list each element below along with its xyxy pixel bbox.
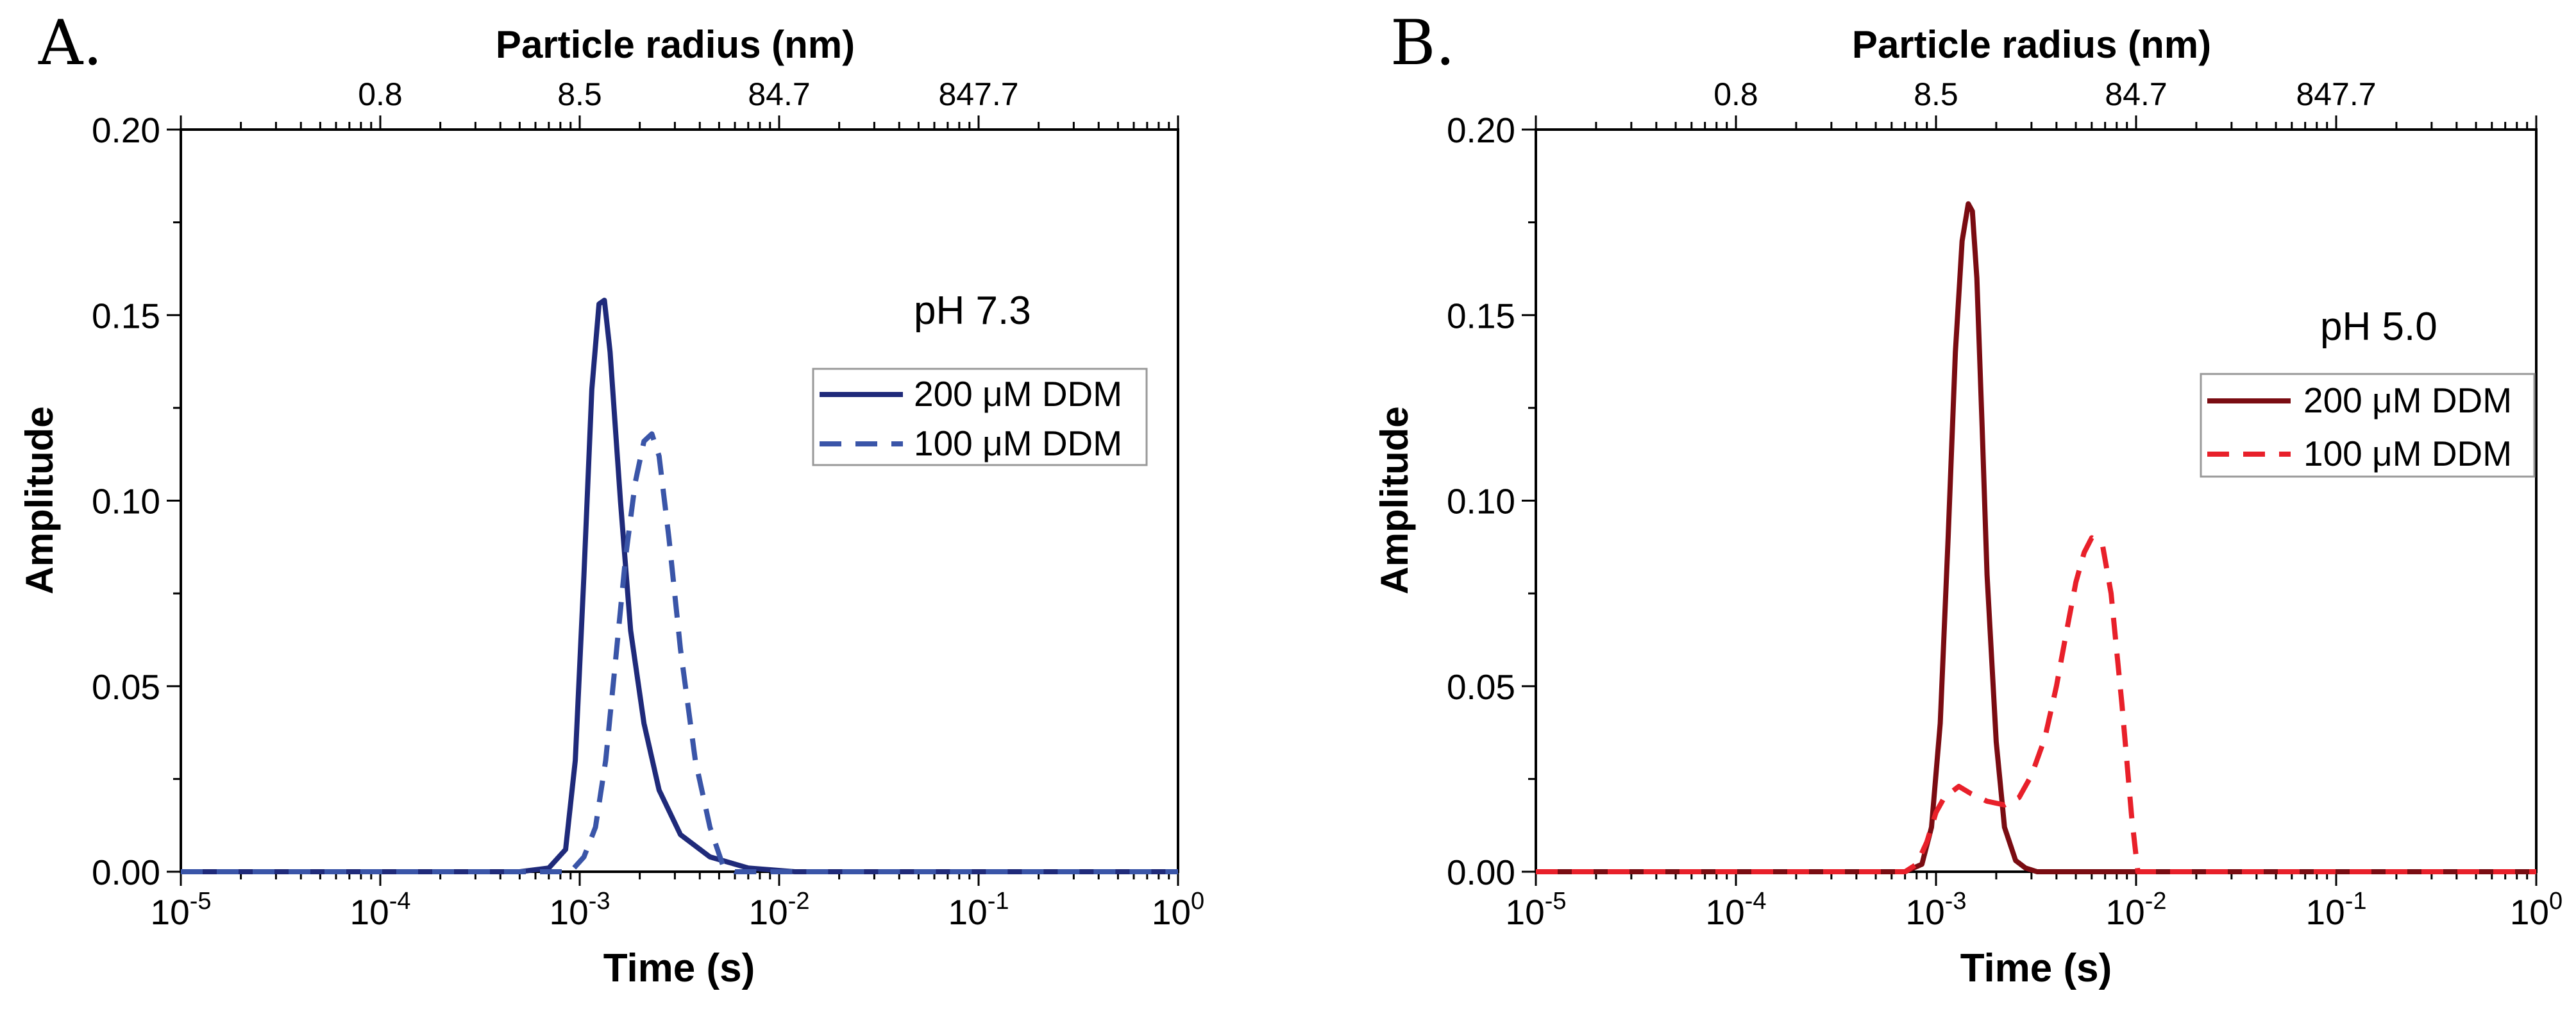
legend-box — [2200, 373, 2536, 478]
series-group — [181, 298, 1178, 874]
top-tick-label: 8.5 — [1914, 76, 1958, 112]
top-tick-label: 847.7 — [2296, 76, 2376, 112]
legend-label-200: 200 μM DDM — [914, 374, 1122, 414]
series-line-100uM — [1536, 535, 2536, 874]
top-tick-label: 84.7 — [2105, 76, 2167, 112]
legend-label-100: 100 μM DDM — [2303, 434, 2512, 473]
top-tick-label: 847.7 — [938, 76, 1018, 112]
x-tick-label: 10-2 — [2106, 888, 2167, 932]
x-tick-label: 10-3 — [1906, 888, 1967, 932]
series-line-100uM — [181, 431, 1178, 874]
y-tick-label: 0.15 — [92, 296, 160, 335]
x-tick-label: 10-5 — [1506, 888, 1567, 932]
panel-a: A. Particle radius (nm) 0.8 8.5 84.7 847.7 … — [18, 7, 1204, 990]
y-tick-label: 0.20 — [1447, 110, 1515, 150]
y-tick-label: 0.15 — [1447, 296, 1515, 335]
x-tick-label: 10-4 — [350, 888, 411, 932]
x-tick-labels: 10-5 10-4 10-3 10-2 10-1 100 — [151, 888, 1205, 932]
axis-ticks — [1522, 115, 2538, 886]
plot-frame — [180, 128, 1179, 873]
y-tick-label: 0.10 — [92, 482, 160, 521]
top-axis-label: Particle radius (nm) — [1852, 23, 2211, 66]
x-tick-labels: 10-5 10-4 10-3 10-2 10-1 100 — [1506, 888, 2563, 932]
legend-label-100: 100 μM DDM — [914, 423, 1122, 463]
series-line-200uM — [1536, 201, 2536, 874]
x-axis-label: Time (s) — [1960, 946, 2112, 990]
top-tick-label: 84.7 — [748, 76, 810, 112]
x-tick-label: 10-4 — [1706, 888, 1767, 932]
y-axis-label: Amplitude — [18, 406, 61, 594]
series-group — [1536, 201, 2536, 874]
panel-b: B. Particle radius (nm) 0.8 8.5 84.7 847.7 … — [1373, 7, 2563, 990]
series-line-200uM — [181, 298, 1178, 874]
x-tick-label: 10-5 — [151, 888, 212, 932]
panel-label: B. — [1390, 7, 1455, 79]
top-axis-label: Particle radius (nm) — [496, 23, 855, 66]
y-tick-label: 0.10 — [1447, 482, 1515, 521]
x-axis-label: Time (s) — [603, 946, 755, 990]
panel-label: A. — [38, 7, 103, 79]
y-tick-label: 0.05 — [92, 667, 160, 707]
y-tick-label: 0.05 — [1447, 667, 1515, 707]
y-tick-labels: 0.00 0.05 0.10 0.15 0.20 — [1447, 110, 1515, 892]
x-tick-label: 100 — [1152, 888, 1204, 932]
top-tick-label: 0.8 — [358, 76, 403, 112]
y-tick-label: 0.20 — [92, 110, 160, 150]
x-tick-label: 10-3 — [550, 888, 610, 932]
x-tick-label: 10-1 — [2306, 888, 2367, 932]
legend: 200 μM DDM 100 μM DDM — [2200, 373, 2536, 478]
condition-annotation: pH 7.3 — [914, 289, 1031, 333]
y-tick-label: 0.00 — [1447, 852, 1515, 892]
axis-ticks — [167, 115, 1179, 886]
legend: 200 μM DDM 100 μM DDM — [812, 368, 1148, 466]
top-tick-label: 0.8 — [1713, 76, 1758, 112]
y-axis-label: Amplitude — [1373, 406, 1416, 594]
x-tick-label: 100 — [2510, 888, 2563, 932]
x-tick-label: 10-1 — [948, 888, 1009, 932]
top-tick-label: 8.5 — [557, 76, 602, 112]
legend-label-200: 200 μM DDM — [2303, 380, 2512, 420]
legend-box — [812, 368, 1148, 466]
y-tick-labels: 0.00 0.05 0.10 0.15 0.20 — [92, 110, 160, 892]
x-tick-label: 10-2 — [749, 888, 810, 932]
condition-annotation: pH 5.0 — [2320, 305, 2437, 349]
top-tick-labels: 0.8 8.5 84.7 847.7 — [358, 76, 1018, 112]
y-tick-label: 0.00 — [92, 852, 160, 892]
top-tick-labels: 0.8 8.5 84.7 847.7 — [1713, 76, 2376, 112]
